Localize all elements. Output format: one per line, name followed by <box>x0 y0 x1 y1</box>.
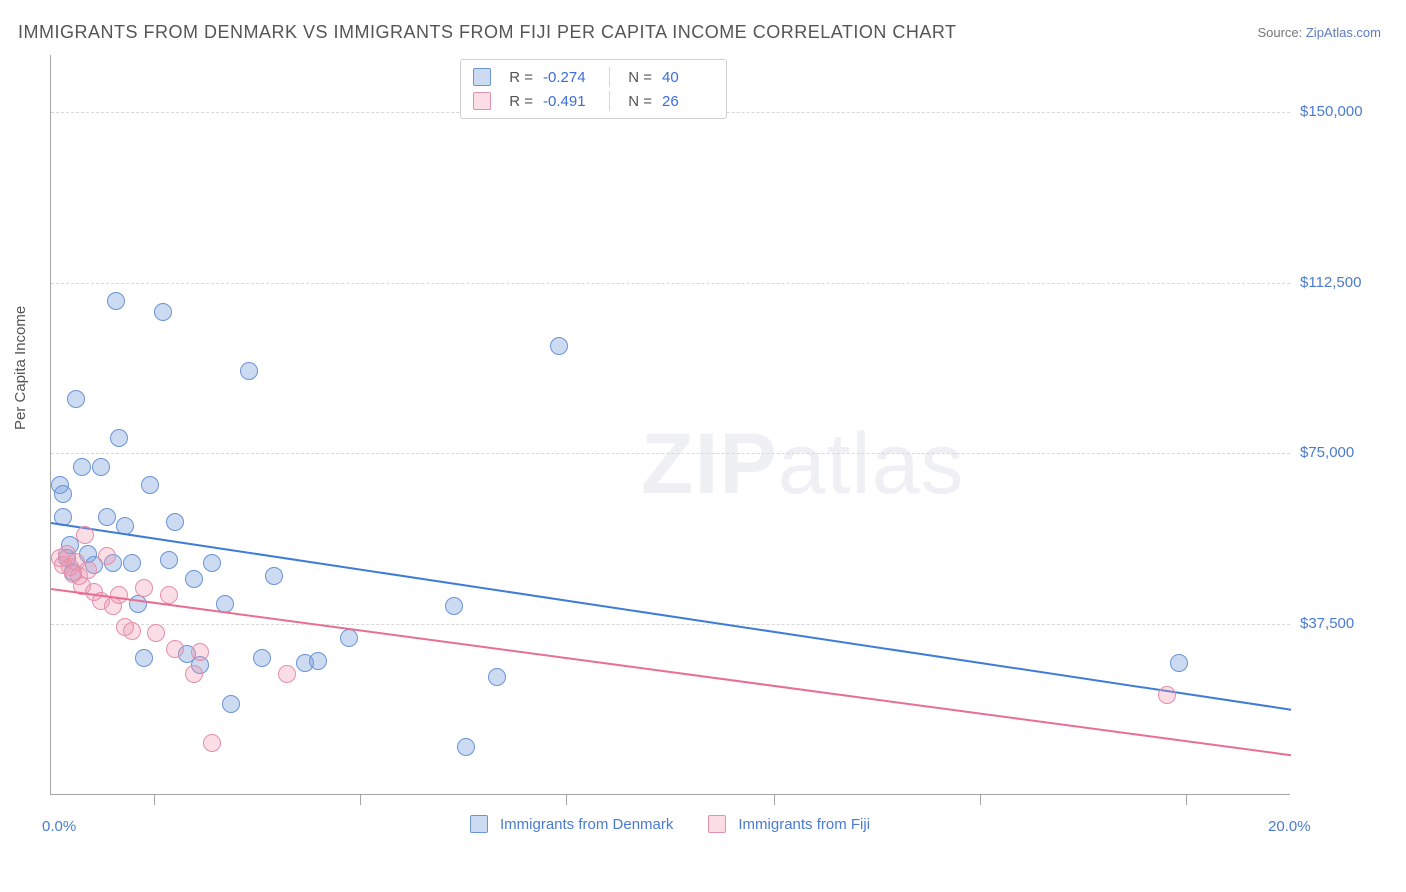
series-name: Immigrants from Denmark <box>500 816 673 833</box>
scatter-point <box>107 292 125 310</box>
scatter-point <box>110 429 128 447</box>
scatter-point <box>550 337 568 355</box>
scatter-point <box>166 513 184 531</box>
scatter-point <box>488 668 506 686</box>
scatter-point <box>129 595 147 613</box>
scatter-point <box>135 579 153 597</box>
stats-legend-row: R = -0.491 N = 26 <box>473 89 714 113</box>
y-tick-label: $37,500 <box>1300 615 1354 632</box>
scatter-point <box>185 665 203 683</box>
series-legend-item: Immigrants from Denmark <box>470 815 673 833</box>
stats-legend: R = -0.274 N = 40 R = -0.491 N = 26 <box>460 59 727 119</box>
scatter-point <box>123 554 141 572</box>
trend-line <box>51 588 1291 756</box>
trend-line <box>51 522 1291 711</box>
scatter-point <box>98 547 116 565</box>
series-legend-item: Immigrants from Fiji <box>708 815 870 833</box>
legend-swatch <box>708 815 726 833</box>
y-tick-label: $112,500 <box>1300 274 1361 291</box>
r-value: -0.274 <box>543 69 595 86</box>
chart-title: IMMIGRANTS FROM DENMARK VS IMMIGRANTS FR… <box>18 22 957 43</box>
plot-area: ZIPatlas <box>50 55 1290 795</box>
x-tick <box>566 795 567 805</box>
n-value: 26 <box>662 93 714 110</box>
legend-swatch <box>473 68 491 86</box>
n-label: N = <box>624 93 652 110</box>
scatter-point <box>340 629 358 647</box>
r-value: -0.491 <box>543 93 595 110</box>
x-tick <box>774 795 775 805</box>
y-tick-label: $75,000 <box>1300 444 1354 461</box>
scatter-point <box>222 695 240 713</box>
scatter-point <box>309 652 327 670</box>
scatter-point <box>67 390 85 408</box>
source-attribution: Source: ZipAtlas.com <box>1257 25 1381 40</box>
stats-legend-row: R = -0.274 N = 40 <box>473 65 714 89</box>
scatter-point <box>278 665 296 683</box>
n-value: 40 <box>662 69 714 86</box>
y-axis-title: Per Capita Income <box>12 306 29 430</box>
scatter-point <box>185 570 203 588</box>
scatter-point <box>253 649 271 667</box>
n-label: N = <box>624 69 652 86</box>
scatter-point <box>160 586 178 604</box>
r-label: R = <box>505 69 533 86</box>
scatter-point <box>457 738 475 756</box>
gridline <box>51 453 1290 454</box>
source-prefix: Source: <box>1257 25 1305 40</box>
scatter-point <box>147 624 165 642</box>
scatter-point <box>54 485 72 503</box>
scatter-point <box>160 551 178 569</box>
r-label: R = <box>505 93 533 110</box>
watermark: ZIPatlas <box>641 415 964 514</box>
scatter-point <box>240 362 258 380</box>
x-tick <box>360 795 361 805</box>
scatter-point <box>166 640 184 658</box>
series-name: Immigrants from Fiji <box>738 816 870 833</box>
scatter-point <box>98 508 116 526</box>
scatter-point <box>154 303 172 321</box>
scatter-point <box>1158 686 1176 704</box>
scatter-point <box>141 476 159 494</box>
scatter-point <box>123 622 141 640</box>
scatter-point <box>1170 654 1188 672</box>
x-tick <box>1186 795 1187 805</box>
source-link[interactable]: ZipAtlas.com <box>1306 25 1381 40</box>
scatter-point <box>203 734 221 752</box>
y-tick-label: $150,000 <box>1300 103 1363 120</box>
x-tick <box>154 795 155 805</box>
scatter-point <box>265 567 283 585</box>
scatter-point <box>203 554 221 572</box>
legend-swatch <box>473 92 491 110</box>
legend-swatch <box>470 815 488 833</box>
x-tick-label: 0.0% <box>42 818 76 835</box>
scatter-point <box>76 526 94 544</box>
scatter-point <box>191 643 209 661</box>
scatter-point <box>445 597 463 615</box>
scatter-point <box>79 561 97 579</box>
gridline <box>51 283 1290 284</box>
series-legend: Immigrants from Denmark Immigrants from F… <box>470 815 870 833</box>
x-tick-label: 20.0% <box>1268 818 1311 835</box>
scatter-point <box>110 586 128 604</box>
scatter-point <box>73 458 91 476</box>
x-tick <box>980 795 981 805</box>
scatter-point <box>135 649 153 667</box>
scatter-point <box>92 458 110 476</box>
gridline <box>51 624 1290 625</box>
